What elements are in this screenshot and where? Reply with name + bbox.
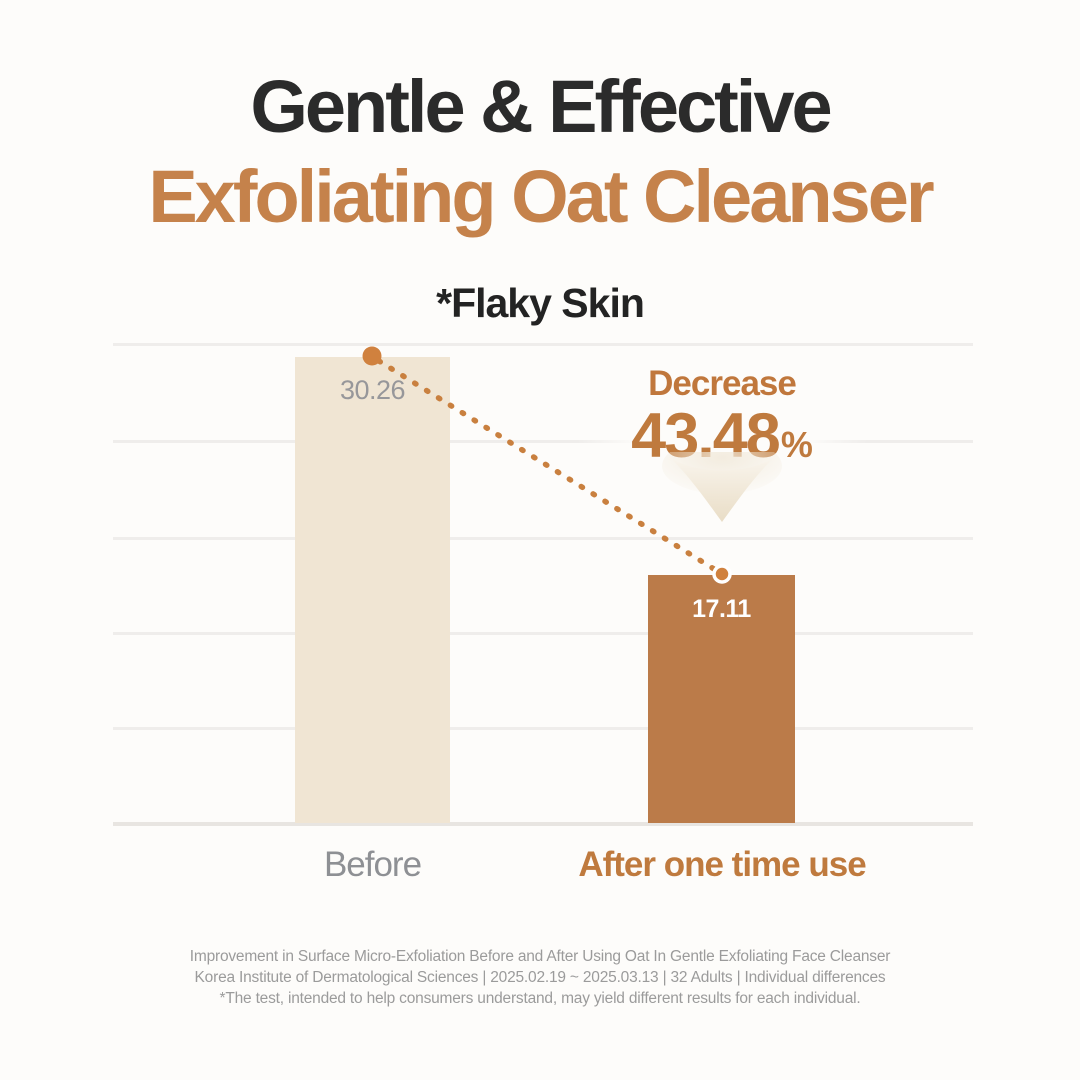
decrease-arrow-icon	[662, 438, 782, 529]
category-label-before: Before	[323, 845, 422, 884]
gridline	[113, 727, 973, 730]
disclaimer-line2: Korea Institute of Dermatological Scienc…	[194, 969, 886, 986]
chart-title: *Flaky Skin	[436, 280, 645, 326]
decrease-label: Decrease	[648, 364, 797, 403]
gridline	[113, 343, 973, 346]
disclaimer: Improvement in Surface Micro-Exfoliation…	[0, 946, 1080, 1009]
disclaimer-line3: *The test, intended to help consumers un…	[219, 990, 861, 1007]
gridline	[113, 537, 973, 540]
decrease-percent-unit: %	[780, 424, 813, 465]
category-label-after: After one time use	[578, 845, 866, 884]
main-title-line1: Gentle & Effective	[250, 65, 832, 148]
bar-after: 17.11	[648, 575, 795, 823]
disclaimer-line1: Improvement in Surface Micro-Exfoliation…	[189, 948, 891, 965]
x-axis-baseline	[113, 822, 973, 826]
header: Gentle & Effective Exfoliating Oat Clean…	[0, 62, 1080, 242]
bar-before: 30.26	[295, 357, 450, 823]
main-title-line2: Exfoliating Oat Cleanser	[148, 155, 934, 238]
bar-value-after: 17.11	[692, 595, 751, 623]
bar-value-before: 30.26	[339, 375, 406, 405]
gridline	[113, 632, 973, 635]
